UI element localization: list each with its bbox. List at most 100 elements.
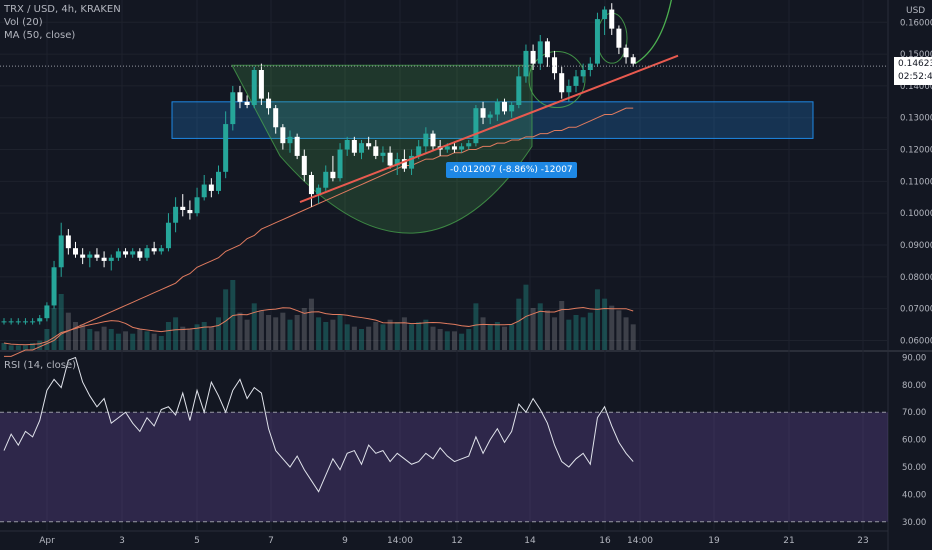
rsi-tick-label: 70.00 [902,408,926,418]
candle-body [208,184,214,191]
volume-bar [151,333,157,350]
volume-bar [359,329,364,350]
volume-bar [594,289,600,350]
candle-body [337,149,343,179]
candle-body [165,222,171,249]
candle-body [223,124,229,172]
candle-body [180,206,186,210]
candle-body [351,140,357,153]
volume-bar [101,326,107,350]
volume-bar [73,322,78,350]
y-tick-label: 0.110000 [900,177,932,187]
candle-body [287,136,293,144]
volume-bar [330,319,336,350]
rsi-tick-label: 40.00 [902,490,926,500]
volume-bar [173,317,179,350]
last-price-value: 0.146234 [898,59,932,70]
candle-body [58,235,64,268]
candle-body [416,146,422,156]
volume-bar [480,317,486,350]
candle-body [552,57,558,74]
volume-bar [280,312,286,350]
candle-body [323,171,329,188]
candle-body [280,127,286,144]
volume-bar [366,326,372,350]
volume-bar [530,308,536,350]
volume-bar [444,331,450,350]
volume-bar [401,317,407,350]
volume-bar [58,294,64,350]
volume-bar [394,322,400,350]
x-tick-label: 19 [708,536,720,546]
measure-label[interactable]: -0.012007 (-8.86%) -12007 [446,162,577,178]
candle-body [251,70,257,105]
candle-body [123,251,129,255]
rsi-line [3,356,634,493]
candle-body [466,143,472,147]
candle-body [266,98,272,109]
volume-bar [165,322,171,350]
volume-legend[interactable]: Vol (20) [4,17,43,28]
x-tick-label: 5 [194,536,200,546]
candle-body [8,321,14,323]
volume-bar [301,308,307,350]
volume-bar [423,319,429,350]
x-tick-label: 9 [342,536,348,546]
candle-body [359,143,364,153]
volume-bar [294,315,300,350]
volume-bar [544,310,550,350]
x-tick-label: 14:00 [627,536,653,546]
candle-body [244,101,250,105]
candle-body [587,63,593,70]
candle-body [1,321,7,323]
volume-bar [316,317,322,350]
candle-body [616,28,622,48]
volume-bar [244,319,250,350]
candle-body [559,73,565,93]
volume-bar [566,319,572,350]
rsi-tick-label: 60.00 [902,436,926,446]
candle-body [530,50,536,64]
candle-body [115,251,121,258]
candle-body [401,159,407,169]
x-tick-label: 12 [451,536,462,546]
volume-bar [51,308,57,350]
candle-body [22,321,28,323]
volume-bar [323,322,329,350]
volume-bar [523,284,529,350]
symbol-title[interactable]: TRX / USD, 4h, KRAKEN [4,4,121,15]
x-tick-label: 7 [268,536,274,546]
ma-legend[interactable]: MA (50, close) [4,30,76,41]
candle-body [144,248,150,258]
volume-bar [180,326,186,350]
currency-label[interactable]: USD [906,6,926,16]
candle-body [544,41,550,58]
support-zone-rectangle [171,101,814,139]
volume-bar [94,331,100,350]
candle-body [316,187,322,195]
candle-body [444,146,450,150]
candle-body [15,321,21,323]
rsi-tick-label: 90.00 [902,353,926,363]
candle-body [459,146,465,150]
volume-bar [251,303,257,350]
volume-bar [37,340,43,350]
x-tick-label: 14 [524,536,536,546]
candle-body [523,50,529,77]
volume-bar [15,345,21,350]
volume-bar [137,329,143,350]
candle-body [580,70,586,77]
volume-bar [473,303,479,350]
y-tick-label: 0.070000 [900,305,932,315]
volume-bar [237,312,243,350]
volume-bar [373,322,379,350]
volume-bar [537,303,543,350]
candle-body [602,9,608,20]
rsi-legend[interactable]: RSI (14, close) [4,360,77,371]
x-tick-label: 21 [783,536,794,546]
candle-body [516,76,522,105]
volume-bar [387,319,393,350]
volume-bar [1,343,7,350]
